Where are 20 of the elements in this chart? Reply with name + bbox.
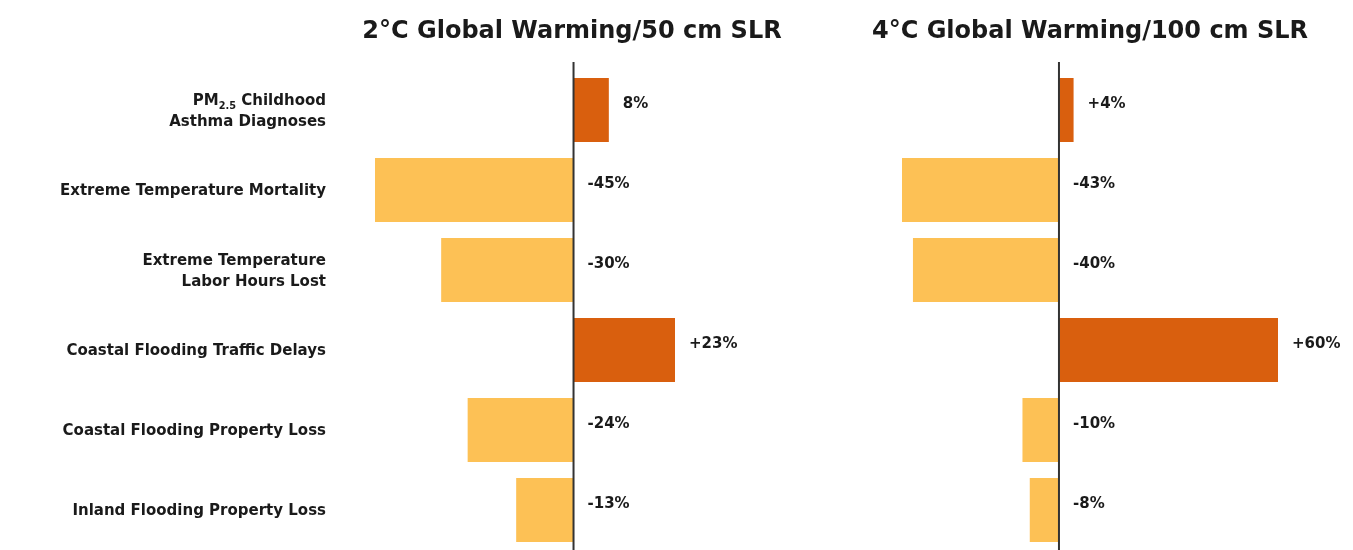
data-label: +4% (1087, 94, 1126, 113)
y-tick-label: Coastal Flooding Traffic Delays (66, 340, 327, 359)
y-tick-label: Extreme Temperature Labor Hours Lost (142, 250, 326, 289)
data-label: -13% (587, 494, 630, 513)
y-tick-label: Extreme Temperature Mortality (60, 180, 327, 199)
y-tick-label: Coastal Flooding Property Loss (62, 420, 327, 439)
chart-title: 2°C Global Warming/50 cm SLR (362, 16, 782, 44)
data-label: -24% (587, 414, 630, 433)
data-label: -43% (1072, 174, 1116, 193)
y-tick-label: PM$_{2.5}$ Childhood Asthma Diagnoses (169, 90, 327, 129)
y-tick-label: Inland Flooding Property Loss (72, 500, 327, 519)
data-label: -8% (1072, 494, 1105, 513)
data-label: -40% (1072, 254, 1116, 273)
data-label: +23% (689, 334, 738, 353)
data-label: -10% (1072, 414, 1116, 433)
data-label: 8% (622, 94, 649, 113)
data-label: -45% (587, 174, 630, 193)
chart-title: 4°C Global Warming/100 cm SLR (871, 16, 1309, 44)
data-label: +60% (1292, 334, 1341, 353)
data-label: -30% (587, 254, 630, 273)
